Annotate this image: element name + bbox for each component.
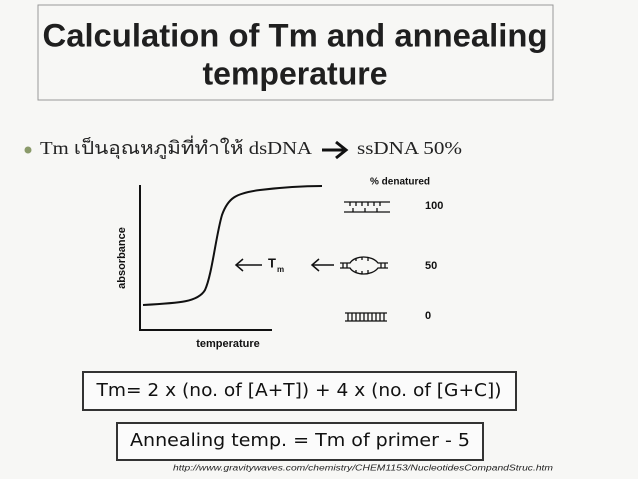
dna-partial [340,256,388,275]
tm-label-sub: m [277,265,284,274]
annealing-text: Annealing temp. = Tm of primer - 5 [130,430,470,451]
source-url: http://www.gravitywaves.com/chemistry/CH… [173,462,553,472]
tm-arrow [234,258,262,272]
bullet-text: ssDNA 50% [357,138,462,158]
annealing-box [116,422,484,461]
tm-label: T [268,255,276,270]
level-label: 50 [425,260,437,272]
dna-denatured [344,201,390,213]
level-label: 100 [425,200,443,212]
title-line: Calculation of Tm and annealing [43,17,548,53]
legend-title: % denatured [370,177,430,188]
bullet-text: Tm เป็นอุณหภูมิที่ทำให้ dsDNA [40,135,312,159]
formula-text: Tm= 2 x (no. of [A+T]) + 4 x (no. of [G+… [95,380,501,401]
x-axis-label: temperature [196,338,260,350]
title-line: temperature [203,55,388,91]
dna-arrow [310,258,334,272]
title-box [37,4,554,101]
melting-curve [142,185,323,306]
bullet-arrow [322,140,349,160]
melting-figure: absorbance temperature T m % denatured 1… [116,177,443,350]
bullet-dot [24,146,32,154]
formula-box [82,371,517,411]
level-label: 0 [425,310,431,322]
dna-native [345,312,387,322]
y-axis-label: absorbance [116,227,128,289]
axes [139,185,272,331]
